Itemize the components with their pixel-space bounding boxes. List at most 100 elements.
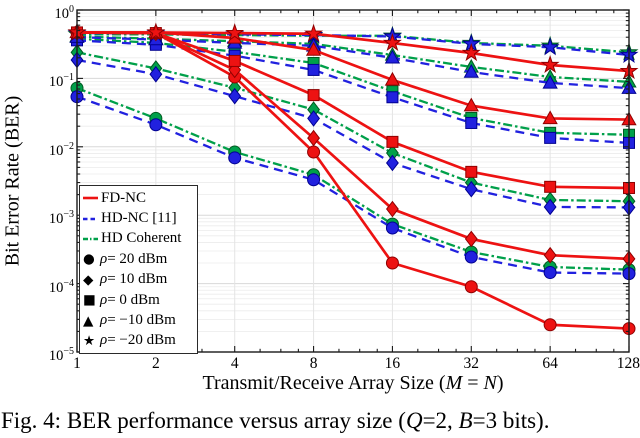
hd-nc-rho-20dbm-marker xyxy=(307,173,321,187)
figure-caption: Fig. 4: BER performance versus array siz… xyxy=(1,408,640,434)
hd-nc-rho-10dbm-marker xyxy=(543,198,557,216)
caption-var-q: Q xyxy=(405,408,423,433)
hd-nc-rho-10dbm-line xyxy=(76,58,630,209)
x-axis-label-close: ) xyxy=(496,372,504,394)
fd-nc-rho-m20dbm-marker xyxy=(461,43,481,62)
hd-nc-rho-20dbm-marker xyxy=(149,118,163,132)
fd-nc-rho-m10dbm-marker xyxy=(384,71,401,86)
plot-frame xyxy=(76,9,630,353)
y-tick-label: 10−2 xyxy=(48,140,74,159)
x-tick-label: 2 xyxy=(151,355,160,372)
hd-nc-rho-20dbm-marker xyxy=(464,250,478,264)
dashdot-line-sample-icon xyxy=(83,237,98,241)
x-tick-label: 32 xyxy=(463,355,480,372)
dashed-line-sample-icon xyxy=(83,217,98,220)
x-axis-label-var-m: M xyxy=(445,372,463,394)
fd-nc-rho-10dbm-marker xyxy=(385,200,399,218)
fd-nc-rho-10dbm-marker xyxy=(543,246,557,264)
hd-nc-rho-10dbm-marker xyxy=(149,65,163,83)
fd-nc-rho-20dbm-marker xyxy=(385,256,399,270)
fd-nc-rho-10dbm-marker xyxy=(307,129,321,147)
legend-label: HD-NC [11] xyxy=(101,210,177,227)
y-axis-label: Bit Error Rate (BER) xyxy=(1,95,24,267)
fd-nc-rho-m20dbm-marker xyxy=(382,32,402,51)
fd-nc-rho-10dbm-marker xyxy=(464,230,478,248)
hd-nc-rho-0dbm-marker xyxy=(465,116,478,129)
fd-nc-rho-20dbm-marker xyxy=(464,280,478,294)
hd-nc-rho-0dbm-marker xyxy=(307,63,320,76)
x-tick-label: 64 xyxy=(542,355,558,372)
fd-nc-rho-m20dbm-marker xyxy=(225,23,245,42)
hd-nc-rho-10dbm-marker xyxy=(464,180,478,198)
hd-coherent-rho-20dbm-line xyxy=(76,87,630,271)
fd-nc-rho-20dbm-marker xyxy=(543,318,557,332)
legend-label: = 10 dBm xyxy=(107,271,168,288)
fd-nc-rho-m20dbm-marker xyxy=(540,55,560,74)
caption-var-b: B xyxy=(458,408,473,433)
x-axis-label-var-n: N xyxy=(483,372,497,394)
legend-label: HD Coherent xyxy=(101,230,182,247)
fd-nc-rho-m20dbm-marker xyxy=(304,23,324,42)
rho-symbol: ρ xyxy=(100,312,108,329)
legend-entry-line-2: HD Coherent xyxy=(83,229,197,249)
fd-nc-rho-0dbm-marker xyxy=(307,89,320,102)
fd-nc-rho-m10dbm-marker xyxy=(463,97,479,112)
x-axis-label: Transmit/Receive Array Size (M = N) xyxy=(77,372,629,395)
x-tick-label: 1 xyxy=(73,355,81,372)
y-tick-label: 100 xyxy=(54,4,75,22)
caption-q-value: =2, xyxy=(422,408,459,433)
fd-nc-rho-10dbm-line xyxy=(76,31,630,261)
x-tick-label: 8 xyxy=(309,355,318,372)
hd-nc-rho-10dbm-marker xyxy=(228,87,242,105)
x-axis-label-equals: = xyxy=(462,372,484,394)
legend-label: = −20 dBm xyxy=(107,332,176,349)
hd-nc-rho-0dbm-line xyxy=(76,39,630,145)
legend-label: = −10 dBm xyxy=(107,312,176,329)
hd-nc-rho-0dbm-marker xyxy=(386,91,399,104)
rho-symbol: ρ xyxy=(100,291,108,308)
marker-glyph-icon: ◆ xyxy=(83,271,94,288)
solid-line-sample-icon xyxy=(83,196,98,200)
legend-entry-marker-0: ● ρ = 20 dBm xyxy=(83,249,197,269)
fd-nc-rho-m20dbm-line xyxy=(77,31,630,73)
legend-box: FD-NC HD-NC [11] HD Coherent ● ρ = 20 dBm ◆ ρ … xyxy=(79,185,198,354)
rho-symbol: ρ xyxy=(100,332,108,349)
marker-glyph-icon: ■ xyxy=(83,292,96,309)
fd-nc-rho-0dbm-marker xyxy=(228,54,241,67)
caption-b-value: =3 bits). xyxy=(472,408,550,433)
y-tick-label: 10−1 xyxy=(48,72,74,91)
hd-nc-rho-10dbm-marker xyxy=(307,110,321,127)
rho-symbol: ρ xyxy=(100,271,108,288)
legend-entry-marker-3: ▲ ρ = −10 dBm xyxy=(83,310,197,330)
hd-nc-rho-20dbm-marker xyxy=(543,266,557,280)
hd-nc-rho-20dbm-line xyxy=(76,95,630,275)
y-tick-label: 10−5 xyxy=(48,346,74,364)
hd-coherent-rho-0dbm-line xyxy=(76,37,630,136)
fd-nc-rho-0dbm-marker xyxy=(386,135,399,148)
caption-text: Fig. 4: BER performance versus array siz… xyxy=(1,408,406,433)
hd-nc-rho-m10dbm-marker xyxy=(542,74,558,89)
marker-glyph-icon: ★ xyxy=(83,332,96,349)
fd-nc-rho-0dbm-line xyxy=(76,31,630,190)
hd-nc-rho-m10dbm-marker xyxy=(463,63,479,78)
legend-label: FD-NC xyxy=(101,189,147,206)
x-tick-label: 16 xyxy=(384,355,401,372)
fd-nc-rho-m10dbm-marker xyxy=(542,110,558,125)
legend-label: = 0 dBm xyxy=(107,291,160,308)
y-tick-label: 10−4 xyxy=(48,277,74,296)
legend-entry-marker-4: ★ ρ = −20 dBm xyxy=(83,331,197,351)
hd-nc-rho-m20dbm-marker xyxy=(540,37,560,56)
fd-nc-rho-m20dbm-marker xyxy=(146,22,166,41)
legend-entry-marker-2: ■ ρ = 0 dBm xyxy=(83,290,197,310)
x-tick-label: 4 xyxy=(230,355,239,372)
hd-nc-rho-0dbm-marker xyxy=(544,131,557,144)
legend-label: = 20 dBm xyxy=(107,250,168,267)
marker-glyph-icon: ● xyxy=(83,251,95,268)
y-tick-label: 10−3 xyxy=(48,209,74,228)
hd-nc-rho-20dbm-marker xyxy=(228,151,242,165)
fd-nc-rho-0dbm-marker xyxy=(544,180,557,193)
hd-coherent-rho-10dbm-line xyxy=(76,51,630,203)
rho-symbol: ρ xyxy=(100,250,108,267)
